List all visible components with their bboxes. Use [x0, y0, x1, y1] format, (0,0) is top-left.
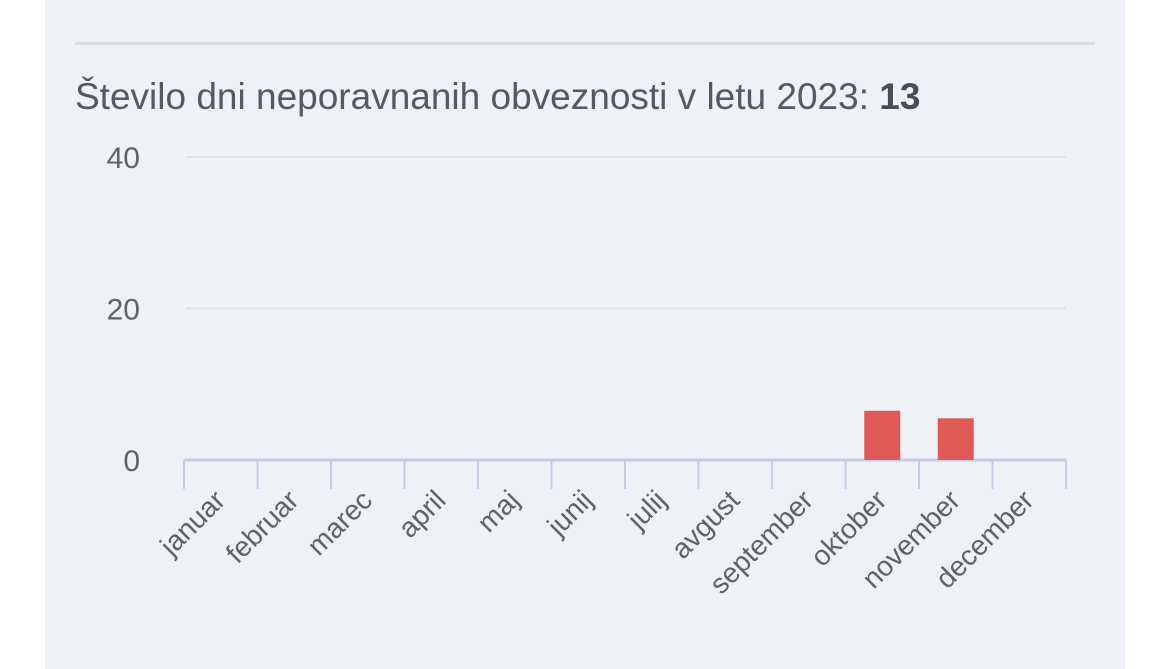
x-tick-label: junij: [541, 484, 599, 542]
x-tick-label: januar: [153, 484, 231, 562]
y-tick-label: 40: [107, 142, 140, 175]
y-tick-label: 0: [123, 445, 140, 478]
bar-oktober[interactable]: [864, 410, 901, 460]
x-tick-label: februar: [220, 484, 305, 569]
x-tick-label: april: [392, 484, 451, 543]
chart-title-text: Število dni neporavnanih obveznosti v le…: [75, 76, 869, 117]
bar-november[interactable]: [937, 418, 974, 460]
divider: [75, 42, 1095, 45]
chart-title: Število dni neporavnanih obveznosti v le…: [75, 76, 920, 118]
x-tick-label: marec: [301, 484, 378, 561]
chart-card: [45, 0, 1125, 669]
chart-title-value: 13: [879, 76, 921, 117]
y-tick-label: 20: [107, 294, 140, 327]
x-tick-label: maj: [471, 484, 525, 538]
x-tick-label: julij: [621, 484, 672, 535]
